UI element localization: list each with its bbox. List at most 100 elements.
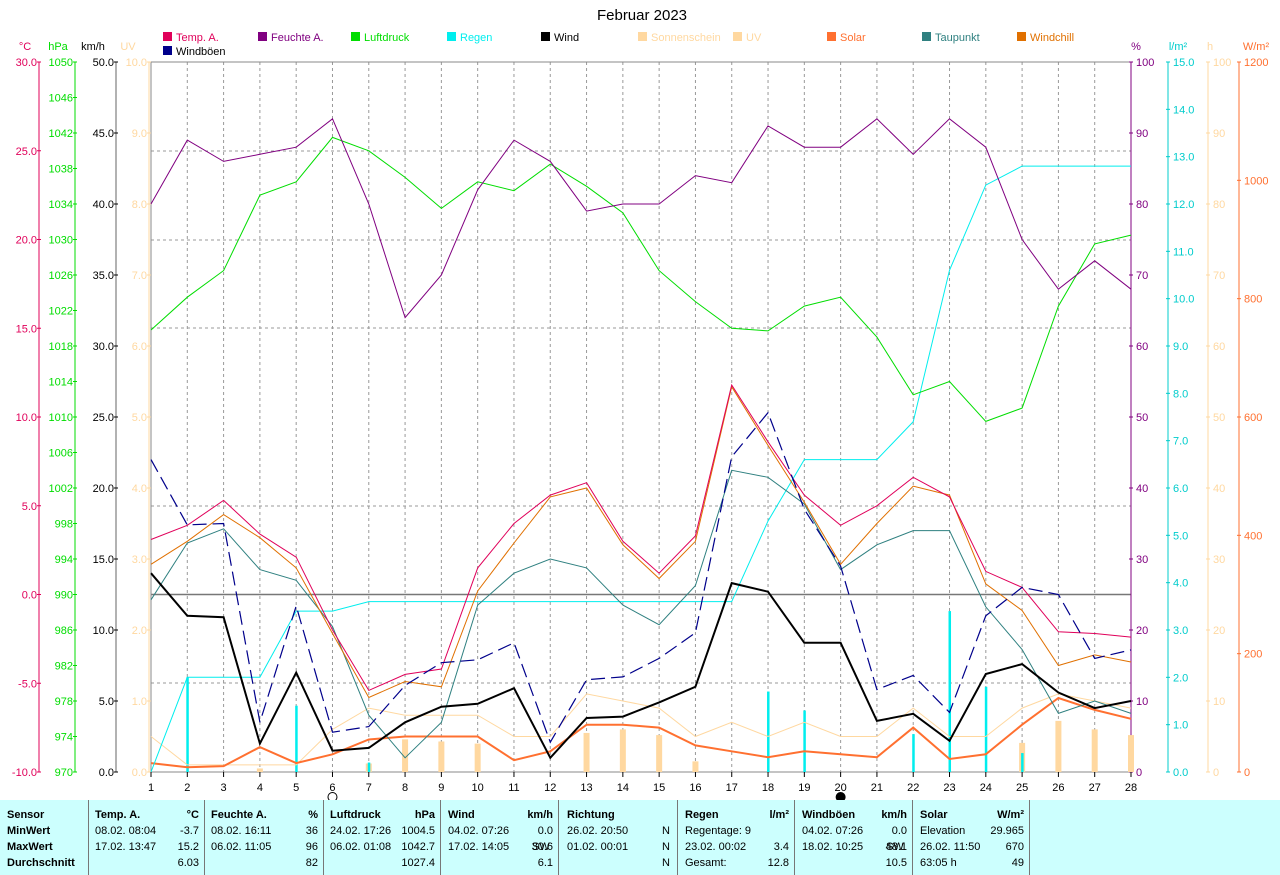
axis-left-3-label-8: 2.0 [132, 625, 147, 637]
x-label-7: 7 [366, 782, 372, 794]
rain-daily-bar-23 [948, 611, 952, 772]
rain-daily-bar-18 [767, 691, 770, 772]
x-label-20: 20 [835, 782, 847, 794]
stats-solar-hours: 63:05 h [920, 857, 957, 869]
axis-left-3-label-5: 5.0 [132, 412, 147, 424]
sunshine-bar-14 [619, 729, 626, 772]
rain-daily-bar-5 [295, 705, 298, 772]
stats-dir-name: Richtung [567, 809, 615, 821]
axis-left-1-label-5: 1030 [49, 235, 73, 247]
axis-right-3-label-4: 400 [1244, 530, 1262, 542]
stats-end-divider [1029, 800, 1031, 875]
axis-left-unit-0: °C [19, 41, 31, 53]
stats-gust-name: Windböen [802, 809, 856, 821]
axis-right-3-label-1: 1000 [1244, 175, 1268, 187]
axis-left-2-label-10: 0.0 [99, 767, 114, 779]
axis-right-2-label-9: 10 [1213, 696, 1225, 708]
axis-right-0-label-4: 60 [1136, 341, 1148, 353]
axis-left-3-label-0: 10.0 [126, 57, 147, 69]
legend-label-3: Regen [460, 32, 492, 44]
axis-left-unit-3: UV [120, 41, 136, 53]
legend-swatch-2 [351, 32, 360, 41]
axis-right-0-label-9: 10 [1136, 696, 1148, 708]
stats-rain-total-label: Gesamt: [685, 857, 727, 869]
legend: Temp. A. Feuchte A. Luftdruck Regen Wind Sonn… [163, 32, 1074, 58]
legend-label-4: Wind [554, 32, 579, 44]
axis-left-1-label-16: 986 [55, 625, 73, 637]
axis-right-3-label-3: 600 [1244, 412, 1262, 424]
x-label-11: 11 [508, 782, 519, 794]
axis-right-3-label-2: 800 [1244, 294, 1262, 306]
stats-wind: Wind km/h 04.02. 07:26 0.0 17.02. 14:05 … [440, 800, 559, 875]
stats-gust-avg: 10.5 [885, 857, 907, 869]
x-label-8: 8 [402, 782, 408, 794]
label-avg: Durchschnitt [7, 857, 75, 869]
windchill-line [150, 385, 1132, 699]
axis-left-3-label-7: 3.0 [132, 554, 147, 566]
bars [186, 611, 1134, 772]
x-label-24: 24 [980, 782, 992, 794]
stats-temp-min: -3.7 [180, 825, 199, 837]
axis-right-unit-0: % [1131, 41, 1141, 53]
axis-left-1-label-7: 1022 [49, 306, 73, 318]
sunshine-bar-26 [1055, 720, 1062, 772]
pressure-line [150, 136, 1132, 422]
stats-dir-min-time: 26.02. 20:50 [567, 825, 629, 837]
legend-swatch-1 [258, 32, 267, 41]
axis-left-0-label-0: 30.0 [16, 57, 37, 69]
x-label-5: 5 [293, 782, 299, 794]
chart-title: Februar 2023 [597, 7, 687, 24]
stats-press-name: Luftdruck [330, 809, 381, 821]
axis-right-unit-1: l/m² [1169, 41, 1188, 53]
label-sensor: Sensor [7, 809, 45, 821]
axis-left-2-label-6: 20.0 [93, 483, 114, 495]
stats-rain-days: Regentage: 9 [685, 825, 752, 837]
legend-label-9: Windchill [1030, 32, 1074, 44]
axis-right-3-label-0: 1200 [1244, 57, 1268, 69]
stats-humidity: Feuchte A. % 08.02. 16:11 36 06.02. 11:0… [204, 800, 324, 875]
stats-wind-max-time: 17.02. 14:05 [448, 841, 510, 853]
sunshine-bar-27 [1091, 729, 1098, 772]
grid [150, 61, 1132, 773]
axis-left-0-label-4: 10.0 [16, 412, 37, 424]
rain-daily-bar-2 [186, 677, 189, 772]
stats-dir-max: N [662, 841, 670, 853]
rain-daily-bar-22 [912, 734, 915, 772]
stats-temp-unit: °C [186, 809, 199, 821]
axis-left-0-label-7: -5.0 [18, 678, 37, 690]
stats-wind-avg: 6.1 [537, 857, 553, 869]
stats-pressure: Luftdruck hPa 24.02. 17:26 1004.5 06.02.… [323, 800, 441, 875]
x-label-21: 21 [871, 782, 883, 794]
axis-left-1-label-15: 990 [55, 590, 73, 602]
x-label-17: 17 [726, 782, 738, 794]
stats-hum-unit: % [308, 809, 318, 821]
axis-right-0-label-10: 0 [1136, 767, 1142, 779]
axis-left-2-label-1: 45.0 [93, 128, 114, 140]
stats-hum-avg: 82 [305, 857, 318, 869]
axis-left-2-label-0: 50.0 [93, 57, 114, 69]
x-label-16: 16 [689, 782, 701, 794]
axis-right-0-label-2: 80 [1136, 199, 1148, 211]
stats-solar-avg: 49 [1011, 857, 1024, 869]
stats-temp-max: 15.2 [177, 841, 199, 853]
plot-frame [150, 61, 1132, 773]
axis-left-1-label-19: 974 [55, 732, 73, 744]
legend-swatch-4 [541, 32, 550, 41]
temperature-line [150, 383, 1132, 692]
stats-hum-min-time: 08.02. 16:11 [211, 825, 272, 837]
rain-daily-bar-7 [367, 762, 371, 772]
x-label-3: 3 [221, 782, 227, 794]
axis-right-1-label-10: 5.0 [1173, 530, 1188, 542]
legend-label-8: Taupunkt [935, 32, 980, 44]
stats-dir-min: N [662, 825, 670, 837]
gust-line [150, 411, 1132, 744]
axis-left-1-label-17: 982 [55, 661, 73, 673]
stats-hum-min: 36 [305, 825, 318, 837]
axis-left-0-label-1: 25.0 [16, 146, 37, 158]
sunshine-bar-13 [583, 732, 590, 772]
sunshine-bar-9 [438, 741, 445, 772]
axis-left-1-label-6: 1026 [49, 270, 73, 282]
stats-solar-max-time: 26.02. 11:50 [920, 841, 981, 853]
stats-press-min-time: 24.02. 17:26 [330, 825, 392, 837]
axis-left-2-label-9: 5.0 [99, 696, 114, 708]
